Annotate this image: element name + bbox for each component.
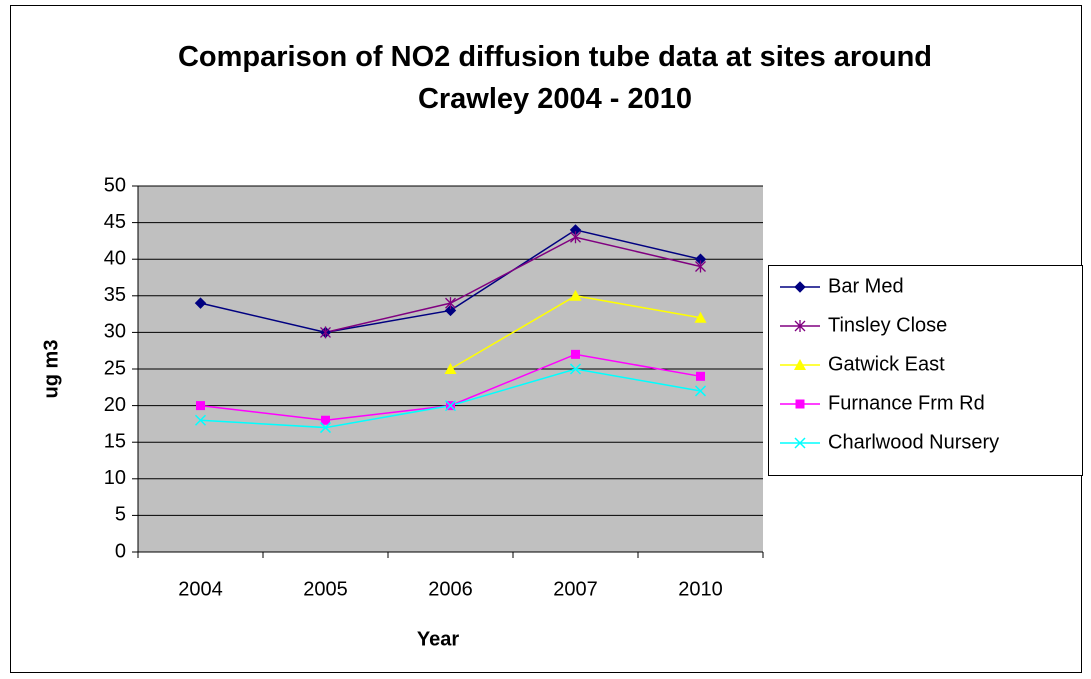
- data-point: [444, 363, 457, 374]
- x-tick-label: 2005: [303, 578, 348, 600]
- data-point: [319, 422, 332, 434]
- data-point: [694, 311, 707, 323]
- data-point: [320, 326, 331, 339]
- data-point: [444, 304, 457, 317]
- y-tick-label: 30: [104, 321, 126, 343]
- x-tick-label: 2007: [553, 578, 598, 600]
- data-point: [445, 297, 456, 310]
- x-tick-label: 2004: [178, 578, 223, 600]
- legend-marker: [794, 281, 806, 293]
- data-point: [194, 414, 207, 426]
- y-tick-label: 40: [104, 247, 126, 269]
- legend-marker: [794, 320, 806, 332]
- y-tick-label: 35: [104, 284, 126, 306]
- series-line: [325, 236, 701, 334]
- y-tick-label: 25: [104, 357, 126, 379]
- y-tick-label: 5: [115, 504, 126, 526]
- chart-title: Comparison of NO2 diffusion tube data at…: [177, 41, 933, 115]
- data-point: [444, 400, 457, 412]
- legend-label: Bar Med: [828, 275, 904, 297]
- legend-label: Tinsley Close: [828, 314, 947, 336]
- x-tick-label: 2010: [678, 578, 723, 600]
- legend-label: Gatwick East: [828, 353, 945, 375]
- y-tick-label: 45: [104, 211, 126, 233]
- y-tick-label: 10: [104, 467, 126, 489]
- legend-box: [768, 265, 1083, 476]
- data-point: [321, 415, 330, 425]
- y-tick-label: 50: [104, 174, 126, 196]
- data-point: [696, 371, 705, 381]
- legend-marker: [795, 399, 805, 409]
- data-point: [694, 385, 707, 397]
- x-tick-label: 2006: [428, 578, 473, 600]
- data-point: [196, 401, 205, 411]
- y-axis-label: ug m3: [40, 340, 62, 399]
- y-tick-label: 20: [104, 394, 126, 416]
- legend-marker: [794, 437, 806, 449]
- x-axis-label: Year: [417, 628, 459, 650]
- y-tick-label: 15: [104, 430, 126, 452]
- data-point: [570, 231, 581, 244]
- legend-marker: [794, 359, 806, 370]
- legend-label: Charlwood Nursery: [828, 431, 999, 453]
- legend-label: Furnance Frm Rd: [828, 392, 985, 414]
- data-point: [569, 363, 582, 375]
- data-point: [569, 289, 582, 301]
- data-point: [571, 349, 580, 359]
- y-tick-label: 0: [115, 540, 126, 562]
- data-point: [695, 260, 706, 273]
- data-point: [194, 297, 207, 309]
